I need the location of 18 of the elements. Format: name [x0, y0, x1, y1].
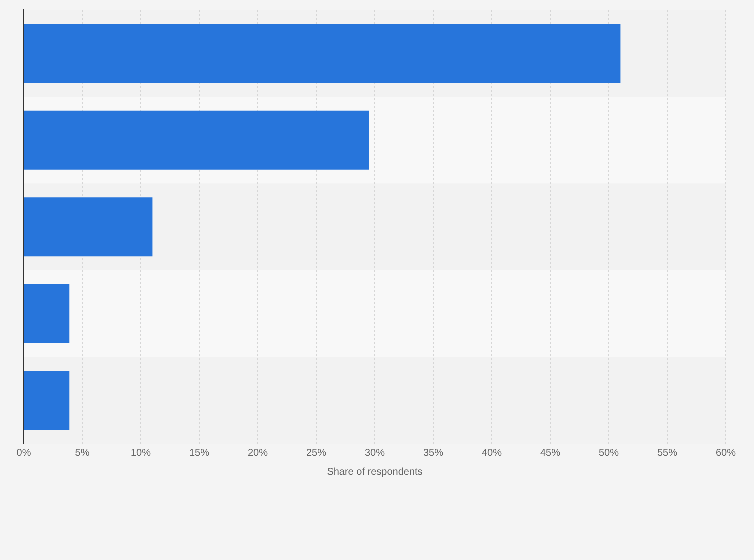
x-tick-label: 30%: [364, 448, 386, 459]
x-tick-label: 20%: [248, 448, 268, 459]
x-tick-label: 0%: [16, 448, 32, 459]
x-tick-label: 55%: [657, 448, 678, 459]
x-tick-label: 25%: [306, 448, 327, 459]
x-tick-label: 60%: [716, 448, 736, 459]
x-tick-label: 50%: [598, 448, 620, 459]
x-tick-label: 15%: [189, 448, 210, 459]
bar: [24, 198, 153, 257]
bar: [24, 110, 370, 170]
bar: [24, 284, 70, 344]
x-tick-label: 10%: [130, 448, 152, 459]
x-axis-title: Share of respondents: [327, 466, 423, 478]
x-tick-label: 35%: [423, 448, 444, 459]
x-tick-label: 5%: [75, 448, 90, 459]
x-tick-label: 40%: [482, 448, 502, 459]
x-tick-label: 45%: [540, 448, 561, 459]
bar: [24, 371, 70, 430]
